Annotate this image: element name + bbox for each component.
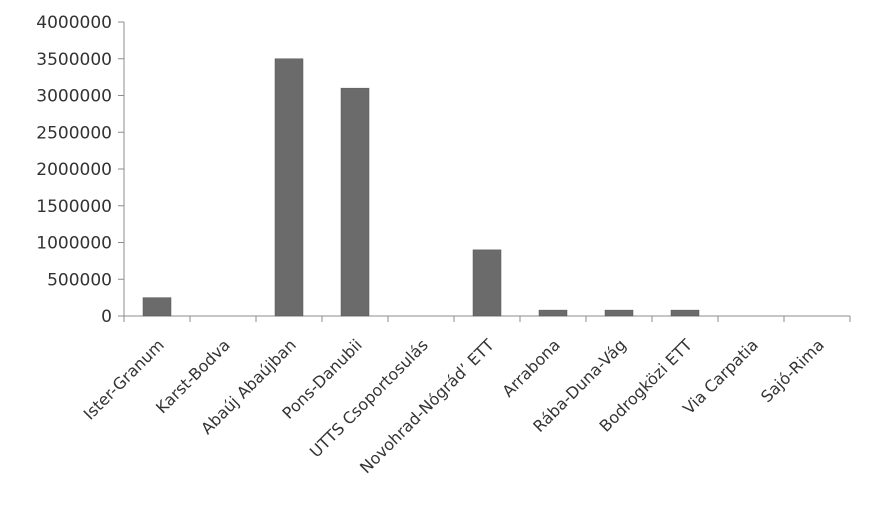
bar — [340, 87, 370, 317]
bar — [604, 309, 634, 317]
y-axis-ticks: 0 500000 1000000 1500000 2000000 2500000 30000… — [36, 13, 124, 327]
x-category-label: Ister-Granum — [80, 335, 168, 423]
bar — [274, 58, 304, 317]
y-tick-label: 500000 — [47, 270, 112, 290]
bar — [670, 309, 700, 317]
bar — [472, 249, 502, 317]
y-tick-label: 2500000 — [36, 123, 112, 143]
x-category-label: Sajó-Rima — [757, 335, 828, 406]
y-tick-label: 4000000 — [36, 13, 112, 33]
y-tick-label: 3500000 — [36, 50, 112, 70]
y-tick-label: 2000000 — [36, 160, 112, 180]
bars — [142, 58, 700, 317]
y-tick-label: 0 — [101, 307, 112, 327]
y-tick-label: 1000000 — [36, 234, 112, 254]
y-tick-label: 3000000 — [36, 87, 112, 107]
x-category-label: Novohrad-Nógrád’ ETT — [356, 335, 498, 477]
bar — [538, 309, 568, 317]
x-category-label: Arrabona — [498, 335, 563, 400]
x-category-label: UTTS Csoportosulás — [306, 335, 432, 461]
y-tick-label: 1500000 — [36, 197, 112, 217]
bar — [142, 297, 172, 317]
